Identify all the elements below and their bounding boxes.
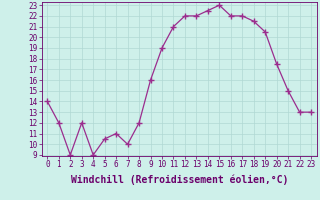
X-axis label: Windchill (Refroidissement éolien,°C): Windchill (Refroidissement éolien,°C): [70, 175, 288, 185]
